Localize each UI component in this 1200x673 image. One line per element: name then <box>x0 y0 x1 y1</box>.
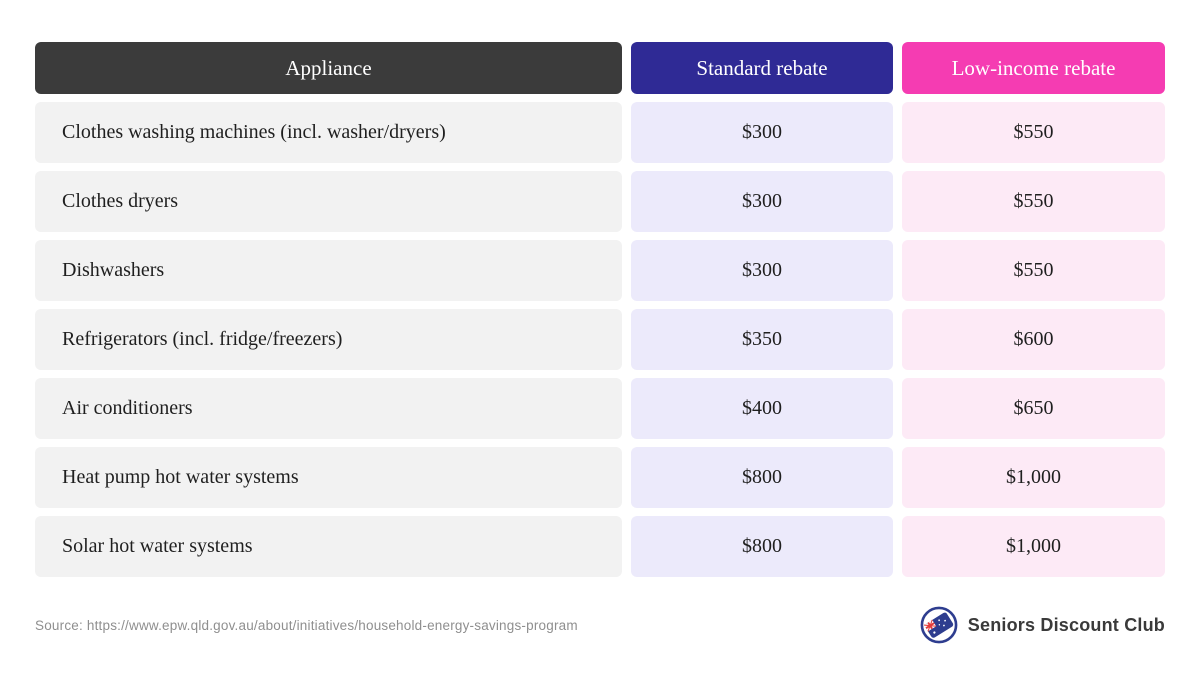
table-row-appliance: Clothes washing machines (incl. washer/d… <box>35 102 622 163</box>
rebate-table: Appliance Standard rebate Low-income reb… <box>35 42 1165 577</box>
column-header-low-income-rebate: Low-income rebate <box>902 42 1165 94</box>
table-row-standard-value: $300 <box>631 240 893 301</box>
table-row-low-income-value: $550 <box>902 102 1165 163</box>
table-row-low-income-value: $550 <box>902 171 1165 232</box>
column-header-standard-rebate: Standard rebate <box>631 42 893 94</box>
table-row-appliance: Clothes dryers <box>35 171 622 232</box>
brand-name: Seniors Discount Club <box>967 614 1165 635</box>
footer: Source: https://www.epw.qld.gov.au/about… <box>35 606 1165 644</box>
table-row-low-income-value: $550 <box>902 240 1165 301</box>
table-row-low-income-value: $1,000 <box>902 447 1165 508</box>
brand-lockup: Seniors Discount Club <box>918 604 1165 646</box>
table-row-appliance: Heat pump hot water systems <box>35 447 622 508</box>
table-row-standard-value: $300 <box>631 102 893 163</box>
table-row-appliance: Air conditioners <box>35 378 622 439</box>
table-row-low-income-value: $650 <box>902 378 1165 439</box>
table-row-low-income-value: $600 <box>902 309 1165 370</box>
table-row-standard-value: $800 <box>631 447 893 508</box>
table-row-standard-value: $300 <box>631 171 893 232</box>
table-row-appliance: Dishwashers <box>35 240 622 301</box>
table-row-standard-value: $400 <box>631 378 893 439</box>
column-header-appliance: Appliance <box>35 42 622 94</box>
australia-flag-tag-icon <box>920 606 958 644</box>
source-text: Source: https://www.epw.qld.gov.au/about… <box>35 617 578 633</box>
table-row-standard-value: $800 <box>631 516 893 577</box>
table-row-low-income-value: $1,000 <box>902 516 1165 577</box>
table-row-appliance: Refrigerators (incl. fridge/freezers) <box>35 309 622 370</box>
table-row-appliance: Solar hot water systems <box>35 516 622 577</box>
table-row-standard-value: $350 <box>631 309 893 370</box>
